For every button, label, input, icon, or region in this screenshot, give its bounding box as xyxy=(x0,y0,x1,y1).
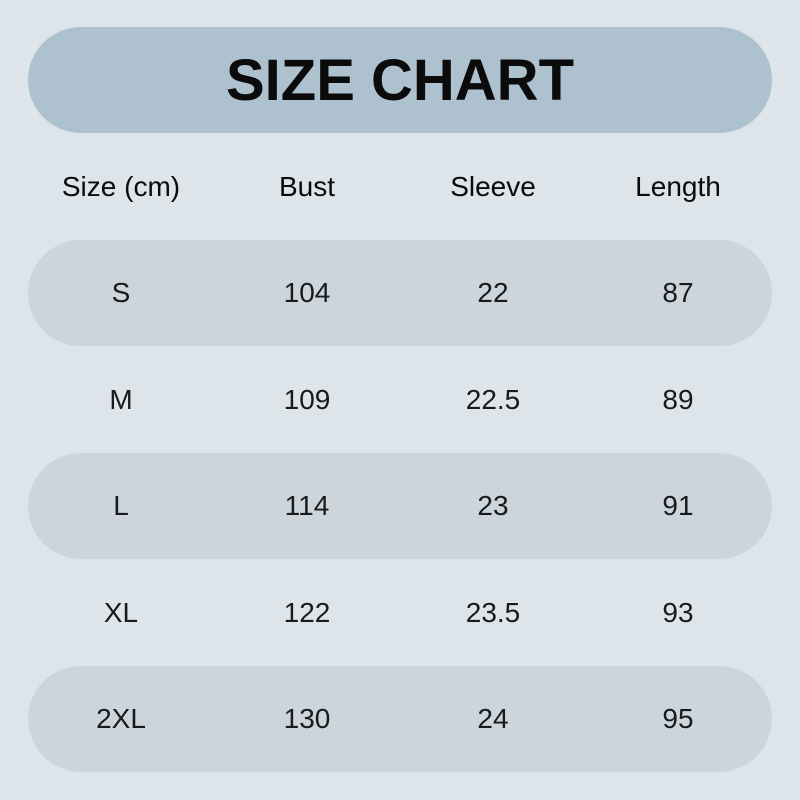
column-header-size: Size (cm) xyxy=(61,171,181,202)
column-header-bust: Bust xyxy=(278,171,336,202)
cell-bust: 114 xyxy=(284,490,330,521)
cell-sleeve: 22 xyxy=(477,277,509,308)
table-row: XL 122 23.5 93 xyxy=(28,560,772,666)
header-row: Size (cm) Bust Sleeve Length xyxy=(28,134,772,240)
cell-sleeve: 24 xyxy=(477,703,509,734)
cell-bust: 104 xyxy=(283,277,331,308)
cell-size: M xyxy=(109,384,133,415)
cell-size: L xyxy=(113,490,129,521)
cell-sleeve: 23 xyxy=(477,490,509,521)
cell-length: 93 xyxy=(662,597,694,628)
cell-sleeve: 23.5 xyxy=(465,597,521,628)
page-title: SIZE CHART xyxy=(28,27,772,133)
cell-length: 95 xyxy=(662,703,694,734)
column-header-length: Length xyxy=(635,171,721,202)
cell-length: 87 xyxy=(662,277,694,308)
cell-bust: 122 xyxy=(283,597,331,628)
table-row: S 104 22 87 xyxy=(28,240,772,346)
cell-length: 89 xyxy=(662,384,694,415)
cell-size: XL xyxy=(103,597,139,628)
cell-size: 2XL xyxy=(96,703,146,734)
cell-length: 91 xyxy=(662,490,694,521)
cell-size: S xyxy=(111,277,131,308)
cell-sleeve: 22.5 xyxy=(465,384,521,415)
table-row: M 109 22.5 89 xyxy=(28,347,772,453)
table-row: L 114 23 91 xyxy=(28,453,772,559)
cell-bust: 109 xyxy=(283,384,331,415)
table-row: 2XL 130 24 95 xyxy=(28,666,772,772)
cell-bust: 130 xyxy=(283,703,331,734)
column-header-sleeve: Sleeve xyxy=(450,171,536,202)
